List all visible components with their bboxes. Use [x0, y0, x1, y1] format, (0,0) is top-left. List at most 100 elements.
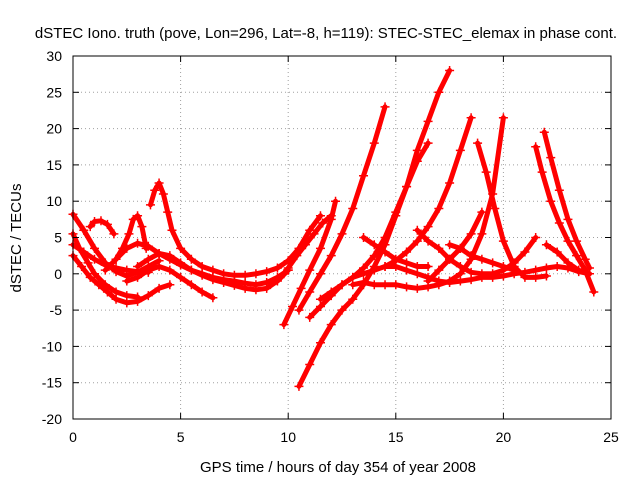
plus-marker — [423, 222, 433, 232]
plus-marker — [337, 229, 347, 239]
x-tick-label: 20 — [496, 429, 512, 445]
series-trace — [533, 144, 597, 295]
plus-marker — [154, 283, 164, 293]
plus-marker — [197, 287, 207, 297]
data-traces — [68, 66, 599, 391]
plus-marker — [391, 280, 401, 290]
plus-marker — [208, 293, 218, 303]
plus-marker — [412, 236, 422, 246]
plus-marker — [380, 262, 390, 272]
plus-marker — [305, 312, 315, 322]
plus-marker — [315, 338, 325, 348]
plus-marker — [154, 178, 164, 188]
plus-marker — [208, 275, 218, 285]
plus-marker — [546, 153, 556, 163]
plus-marker — [272, 276, 282, 286]
y-tick-label: -15 — [42, 375, 62, 391]
plus-marker — [122, 243, 132, 253]
plus-marker — [143, 265, 153, 275]
plus-marker — [296, 283, 306, 293]
plus-marker — [369, 251, 379, 261]
plus-marker — [466, 251, 476, 261]
plus-marker — [272, 263, 282, 273]
plus-marker — [251, 285, 261, 295]
plus-marker — [537, 167, 547, 177]
plus-marker — [294, 305, 304, 315]
plus-marker — [111, 263, 121, 273]
series-trace — [425, 209, 485, 284]
plus-marker — [531, 233, 541, 242]
series-trace — [414, 227, 539, 277]
plus-marker — [186, 254, 196, 264]
plus-marker — [283, 263, 293, 273]
plus-marker — [85, 272, 95, 282]
plus-marker — [369, 240, 379, 250]
plus-marker — [434, 265, 444, 275]
plus-marker — [498, 113, 508, 123]
plus-marker — [300, 240, 310, 250]
plus-marker — [490, 203, 500, 213]
plus-marker — [305, 287, 315, 297]
plus-marker — [572, 236, 582, 246]
plus-marker — [229, 270, 239, 280]
series-trace — [307, 140, 431, 320]
plus-marker — [150, 185, 160, 195]
plus-marker — [455, 145, 465, 155]
plus-marker — [167, 225, 177, 235]
plus-marker — [96, 216, 106, 226]
x-axis-label: GPS time / hours of day 354 of year 2008 — [200, 459, 476, 476]
series-10 — [133, 248, 293, 295]
plus-marker — [498, 262, 508, 272]
plus-marker — [186, 265, 196, 275]
series-25 — [539, 127, 594, 273]
plus-marker — [423, 116, 433, 126]
plus-marker — [546, 196, 556, 206]
plus-marker — [326, 211, 336, 221]
y-axis-label: dSTEC / TECUs — [8, 184, 25, 293]
plus-marker — [488, 269, 498, 279]
plus-marker — [208, 265, 218, 275]
plus-marker — [434, 243, 444, 253]
plus-marker — [85, 222, 95, 232]
plus-marker — [473, 138, 483, 148]
plus-marker — [455, 276, 465, 286]
plus-marker — [326, 287, 336, 297]
plus-marker — [79, 247, 89, 257]
plus-marker — [477, 254, 487, 264]
plus-marker — [481, 167, 491, 177]
plus-marker — [531, 142, 541, 152]
plus-marker — [279, 269, 289, 279]
plus-marker — [554, 185, 564, 195]
plus-marker — [318, 218, 328, 228]
series-22 — [445, 240, 519, 275]
plus-marker — [369, 265, 379, 275]
plus-marker — [77, 262, 87, 272]
plus-marker — [326, 251, 336, 261]
plus-marker — [158, 189, 168, 199]
plus-marker — [563, 258, 573, 268]
plus-marker — [477, 207, 487, 217]
plus-marker — [348, 294, 358, 304]
x-tick-label: 25 — [603, 429, 619, 445]
plus-marker — [477, 269, 487, 279]
plus-marker — [337, 280, 347, 290]
plus-marker — [102, 219, 112, 229]
plus-marker — [445, 240, 455, 250]
plus-marker — [572, 251, 582, 261]
series-19 — [359, 233, 433, 272]
plus-marker — [197, 262, 207, 272]
plus-marker — [133, 272, 143, 282]
plus-marker — [90, 254, 100, 264]
series-26 — [541, 240, 594, 279]
plus-marker — [102, 287, 112, 297]
plus-marker — [552, 262, 562, 272]
plus-marker — [412, 156, 422, 166]
plus-marker — [176, 272, 186, 282]
plus-marker — [423, 262, 433, 272]
plus-marker — [165, 280, 175, 290]
plus-marker — [176, 243, 186, 253]
y-tick-label: -5 — [50, 302, 63, 318]
plus-marker — [143, 254, 153, 264]
plus-marker — [176, 258, 186, 268]
plus-marker — [133, 211, 143, 221]
